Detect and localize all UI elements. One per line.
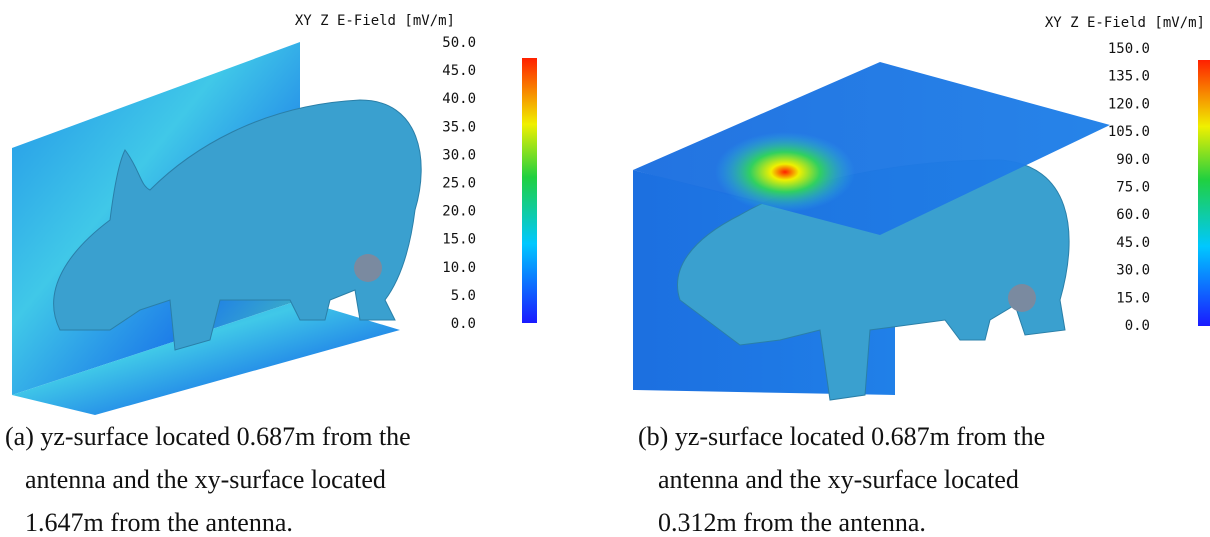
colorbar-tick-label: 90.0 [1116,152,1150,168]
caption-line: (a) yz-surface located 0.687m from the [5,422,411,451]
caption-line: antenna and the xy-surface located [658,465,1019,494]
colorbar-tick-label: 20.0 [442,204,476,220]
colorbar-tick-label: 25.0 [442,176,476,192]
colorbar-tick-label: 15.0 [1116,290,1150,306]
caption-line: 0.312m from the antenna. [658,508,926,537]
colorbar-tick-label: 40.0 [442,91,476,107]
colorbar-tick-label: 35.0 [442,119,476,135]
colorbar [522,58,537,323]
colorbar-tick-label: 5.0 [451,288,476,304]
xy-plane [12,300,400,415]
colorbar-tick-label: 0.0 [451,316,476,332]
caption-line: antenna and the xy-surface located [25,465,386,494]
colorbar-tick-label: 45.0 [1116,235,1150,251]
antenna [354,254,382,282]
colorbar [1198,60,1210,326]
colorbar-tick-label: 50.0 [442,35,476,51]
caption-line: (b) yz-surface located 0.687m from the [638,422,1045,451]
colorbar-tick-label: 15.0 [442,232,476,248]
colorbar-tick-label: 60.0 [1116,207,1150,223]
colorbar-tick-label: 120.0 [1108,96,1150,112]
colorbar-tick-label: 105.0 [1108,124,1150,140]
colorbar-title: XY Z E-Field [mV/m] [1045,15,1205,31]
colorbar-tick-label: 30.0 [1116,263,1150,279]
colorbar-tick-label: 45.0 [442,63,476,79]
antenna [1008,284,1036,312]
colorbar-tick-label: 150.0 [1108,41,1150,57]
rhino [53,99,422,351]
colorbar-tick-label: 135.0 [1108,69,1150,85]
colorbar-tick-label: 30.0 [442,147,476,163]
colorbar-tick-label: 75.0 [1116,180,1150,196]
colorbar-title: XY Z E-Field [mV/m] [295,13,455,29]
caption-line: 1.647m from the antenna. [25,508,293,537]
colorbar-tick-label: 10.0 [442,260,476,276]
scene-b [633,62,1110,401]
colorbar-tick-label: 0.0 [1125,318,1150,334]
hotspot [715,132,855,212]
scene-a [12,42,422,415]
